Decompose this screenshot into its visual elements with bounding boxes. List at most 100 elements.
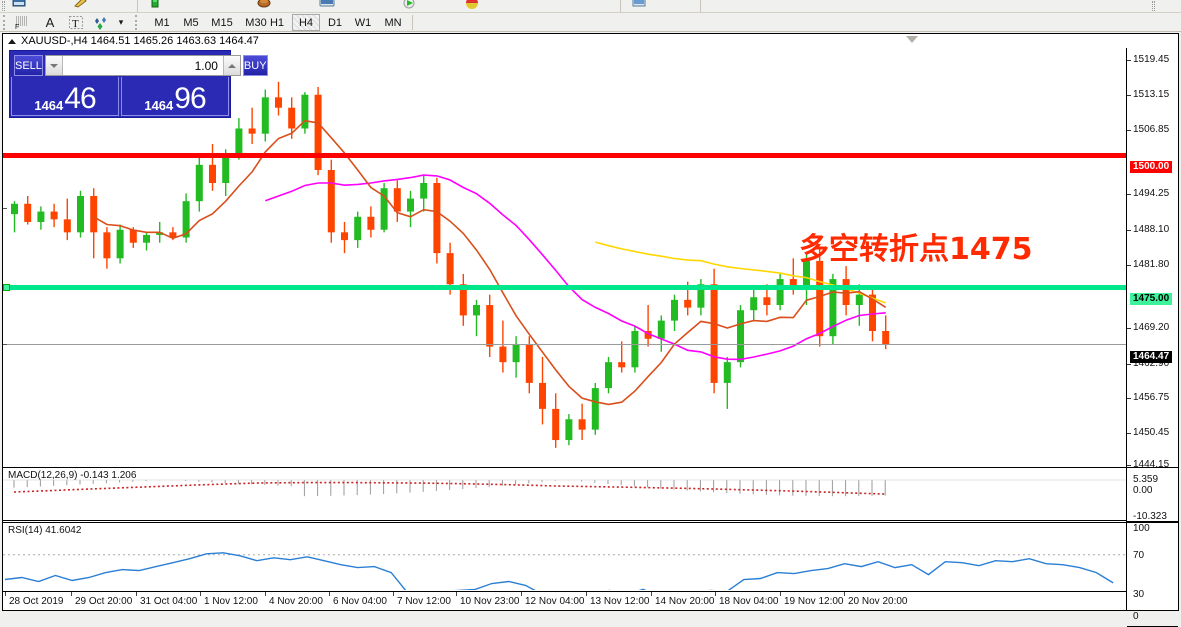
macd-tick-label: 0.00 — [1133, 485, 1153, 496]
buy-button[interactable]: BUY — [242, 55, 268, 76]
price-scale-axis[interactable]: 1519.45 1513.15 1506.85 1494.25 1488.10 1481.… — [1126, 34, 1178, 627]
pane-divider — [1127, 521, 1178, 522]
indicator-icon[interactable] — [146, 0, 164, 10]
terminal-icon[interactable] — [318, 0, 336, 10]
support-line-1475[interactable] — [3, 285, 1126, 290]
price-tick-label: 1444.15 — [1133, 459, 1170, 470]
toolbar-grip[interactable] — [135, 15, 139, 30]
time-tick-label: 28 Oct 2019 — [9, 596, 64, 607]
autotrade-icon[interactable] — [400, 0, 418, 10]
volume-decrease-button[interactable] — [45, 56, 63, 75]
time-tick-label: 10 Nov 23:00 — [460, 596, 520, 607]
toolbar-separator — [620, 0, 621, 12]
time-tick-label: 13 Nov 12:00 — [590, 596, 650, 607]
timeframe-button-w1[interactable]: W1 — [354, 16, 372, 29]
chart-collapse-triangle-icon[interactable] — [8, 38, 16, 44]
profile-icon[interactable] — [463, 0, 481, 10]
price-tick-label: 1481.80 — [1133, 259, 1170, 270]
toolbar-top-strip[interactable] — [0, 0, 1181, 13]
timeframe-button-mn[interactable]: MN — [384, 16, 402, 29]
price-tick — [1127, 465, 1131, 466]
timeframe-button-d1[interactable]: D1 — [327, 16, 343, 29]
drawing-tools-icon[interactable] — [92, 14, 112, 31]
buy-price-pips: 96 — [174, 82, 206, 115]
chart-icon[interactable] — [10, 0, 28, 10]
chart-annotation-text[interactable]: 多空转折点1475 — [799, 232, 1033, 267]
caret-down-icon — [49, 63, 58, 68]
support-line-anchor[interactable] — [3, 284, 10, 291]
time-tick-label: 20 Nov 20:00 — [848, 596, 908, 607]
time-tick — [265, 592, 266, 596]
sell-price-integer: 1464 — [34, 98, 64, 113]
price-tick — [1127, 328, 1131, 329]
crosshair-icon[interactable]: F — [12, 14, 34, 31]
timeframe-button-h4[interactable]: H4 — [292, 14, 320, 31]
price-tick — [1127, 130, 1131, 131]
time-tick — [586, 592, 587, 596]
price-highlight-label: 1475.00 — [1130, 293, 1173, 305]
toolbar-grip[interactable] — [1152, 1, 1155, 11]
price-tick-label: 1450.45 — [1133, 427, 1170, 438]
price-highlight-label: 1464.47 — [1130, 351, 1173, 363]
macd-tick-label: -10.323 — [1133, 511, 1167, 522]
volume-input[interactable] — [62, 56, 223, 75]
price-tick — [1127, 433, 1131, 434]
price-tick-label: 1494.25 — [1133, 188, 1170, 199]
toolbar-grip[interactable] — [2, 1, 5, 11]
price-tick-label: 1506.85 — [1133, 124, 1170, 135]
svg-text:F: F — [15, 24, 19, 30]
toolbar-separator — [137, 0, 138, 12]
time-tick — [521, 592, 522, 596]
pencil-icon[interactable] — [72, 0, 90, 10]
time-tick-label: 12 Nov 04:00 — [525, 596, 585, 607]
resistance-line-1500[interactable] — [3, 153, 1126, 158]
time-scale-axis[interactable]: 28 Oct 2019 29 Oct 20:00 31 Oct 04:00 1 Nov… — [3, 591, 1178, 610]
time-tick-label: 1 Nov 12:00 — [204, 596, 258, 607]
toolbar-separator — [700, 0, 701, 12]
price-highlight-label: 1500.00 — [1130, 161, 1173, 173]
sell-price-display[interactable]: 1464 46 — [11, 77, 119, 116]
time-tick — [71, 592, 72, 596]
rsi-tick-label: 70 — [1133, 550, 1145, 561]
timeframe-button-m30[interactable]: M30 — [245, 16, 267, 29]
toolbar-drawing-and-timeframes[interactable]: F A T ▾ M1 M5 M15 M30 H1 H4 D1 W1 MN — [0, 13, 1181, 32]
time-tick — [200, 592, 201, 596]
rsi-tick-label: 30 — [1133, 589, 1145, 600]
macd-label: MACD(12,26,9) -0.143 1.206 — [8, 470, 137, 481]
price-tick-label: 1488.10 — [1133, 224, 1170, 235]
time-tick-label: 19 Nov 12:00 — [784, 596, 844, 607]
timeframe-button-h1[interactable]: H1 — [269, 16, 285, 29]
trade-panel-top-row: SELL BUY — [10, 51, 268, 77]
expert-icon[interactable] — [255, 0, 273, 10]
price-tick — [1127, 230, 1131, 231]
volume-increase-button[interactable] — [222, 56, 240, 75]
time-tick-label: 6 Nov 04:00 — [333, 596, 387, 607]
buy-price-display[interactable]: 1464 96 — [121, 77, 229, 116]
macd-pane[interactable]: MACD(12,26,9) -0.143 1.206 — [3, 467, 1126, 521]
chart-window[interactable]: XAUUSD-,H4 1464.51 1465.26 1463.63 1464.… — [2, 33, 1179, 627]
price-pane[interactable] — [3, 48, 1126, 466]
text-box-icon[interactable]: T — [66, 14, 86, 31]
timeframe-button-m1[interactable]: M1 — [154, 16, 170, 29]
price-tick — [1127, 398, 1131, 399]
timeframe-button-m5[interactable]: M5 — [183, 16, 199, 29]
price-tick-label: 1462.90 — [1133, 358, 1170, 369]
timeframe-button-m15[interactable]: M15 — [211, 16, 233, 29]
chevron-down-icon[interactable] — [906, 36, 918, 43]
time-tick — [329, 592, 330, 596]
text-label-icon[interactable]: A — [45, 15, 55, 30]
template-icon[interactable] — [630, 0, 648, 10]
volume-stepper[interactable] — [44, 55, 241, 76]
rsi-pane[interactable]: RSI(14) 41.6042 — [3, 522, 1126, 590]
time-tick-label: 31 Oct 04:00 — [140, 596, 198, 607]
toolbar-grip[interactable] — [3, 15, 7, 30]
chevron-down-icon[interactable]: ▾ — [118, 17, 124, 27]
pane-divider — [1127, 467, 1178, 468]
time-tick — [651, 592, 652, 596]
time-tick-label: 18 Nov 04:00 — [719, 596, 779, 607]
current-price-line — [3, 344, 1126, 345]
time-tick — [5, 592, 6, 596]
sell-button[interactable]: SELL — [14, 55, 43, 76]
one-click-trading-panel[interactable]: SELL BUY 1464 46 1464 96 — [9, 50, 268, 118]
price-tick — [1127, 194, 1131, 195]
